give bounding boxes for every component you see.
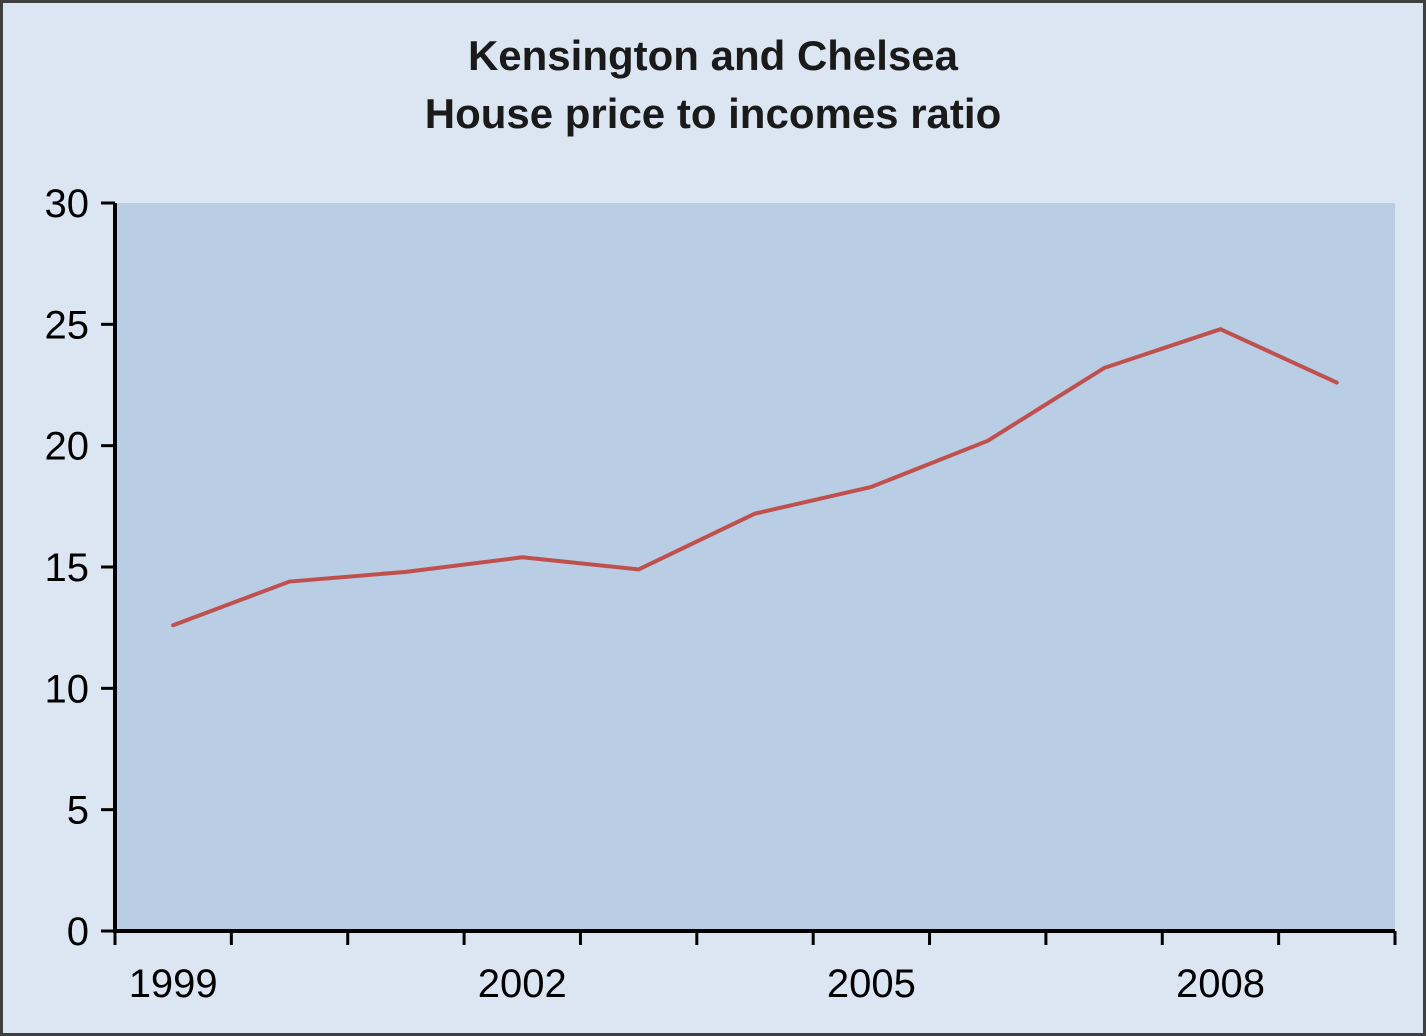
y-tick-label: 0 [67,910,89,954]
x-tick-label: 2005 [827,962,916,1006]
y-tick-label: 30 [45,182,90,226]
x-tick-label: 2002 [478,962,567,1006]
y-tick-label: 20 [45,425,90,469]
y-tick-label: 25 [45,303,90,347]
plot-area [115,203,1395,931]
x-tick-label: 1999 [129,962,218,1006]
x-tick-label: 2008 [1176,962,1265,1006]
y-tick-label: 15 [45,546,90,590]
chart-title-line-1: Kensington and Chelsea [467,32,959,79]
y-tick-label: 10 [45,667,90,711]
chart-title: Kensington and Chelsea House price to in… [3,27,1423,143]
series-line [171,327,1339,628]
chart-title-line-2: House price to incomes ratio [424,90,1002,137]
line-chart: 0 5 10 15 20 25 30 1999 2002 2005 2008 [3,3,1423,1033]
y-tick-label: 5 [67,789,89,833]
